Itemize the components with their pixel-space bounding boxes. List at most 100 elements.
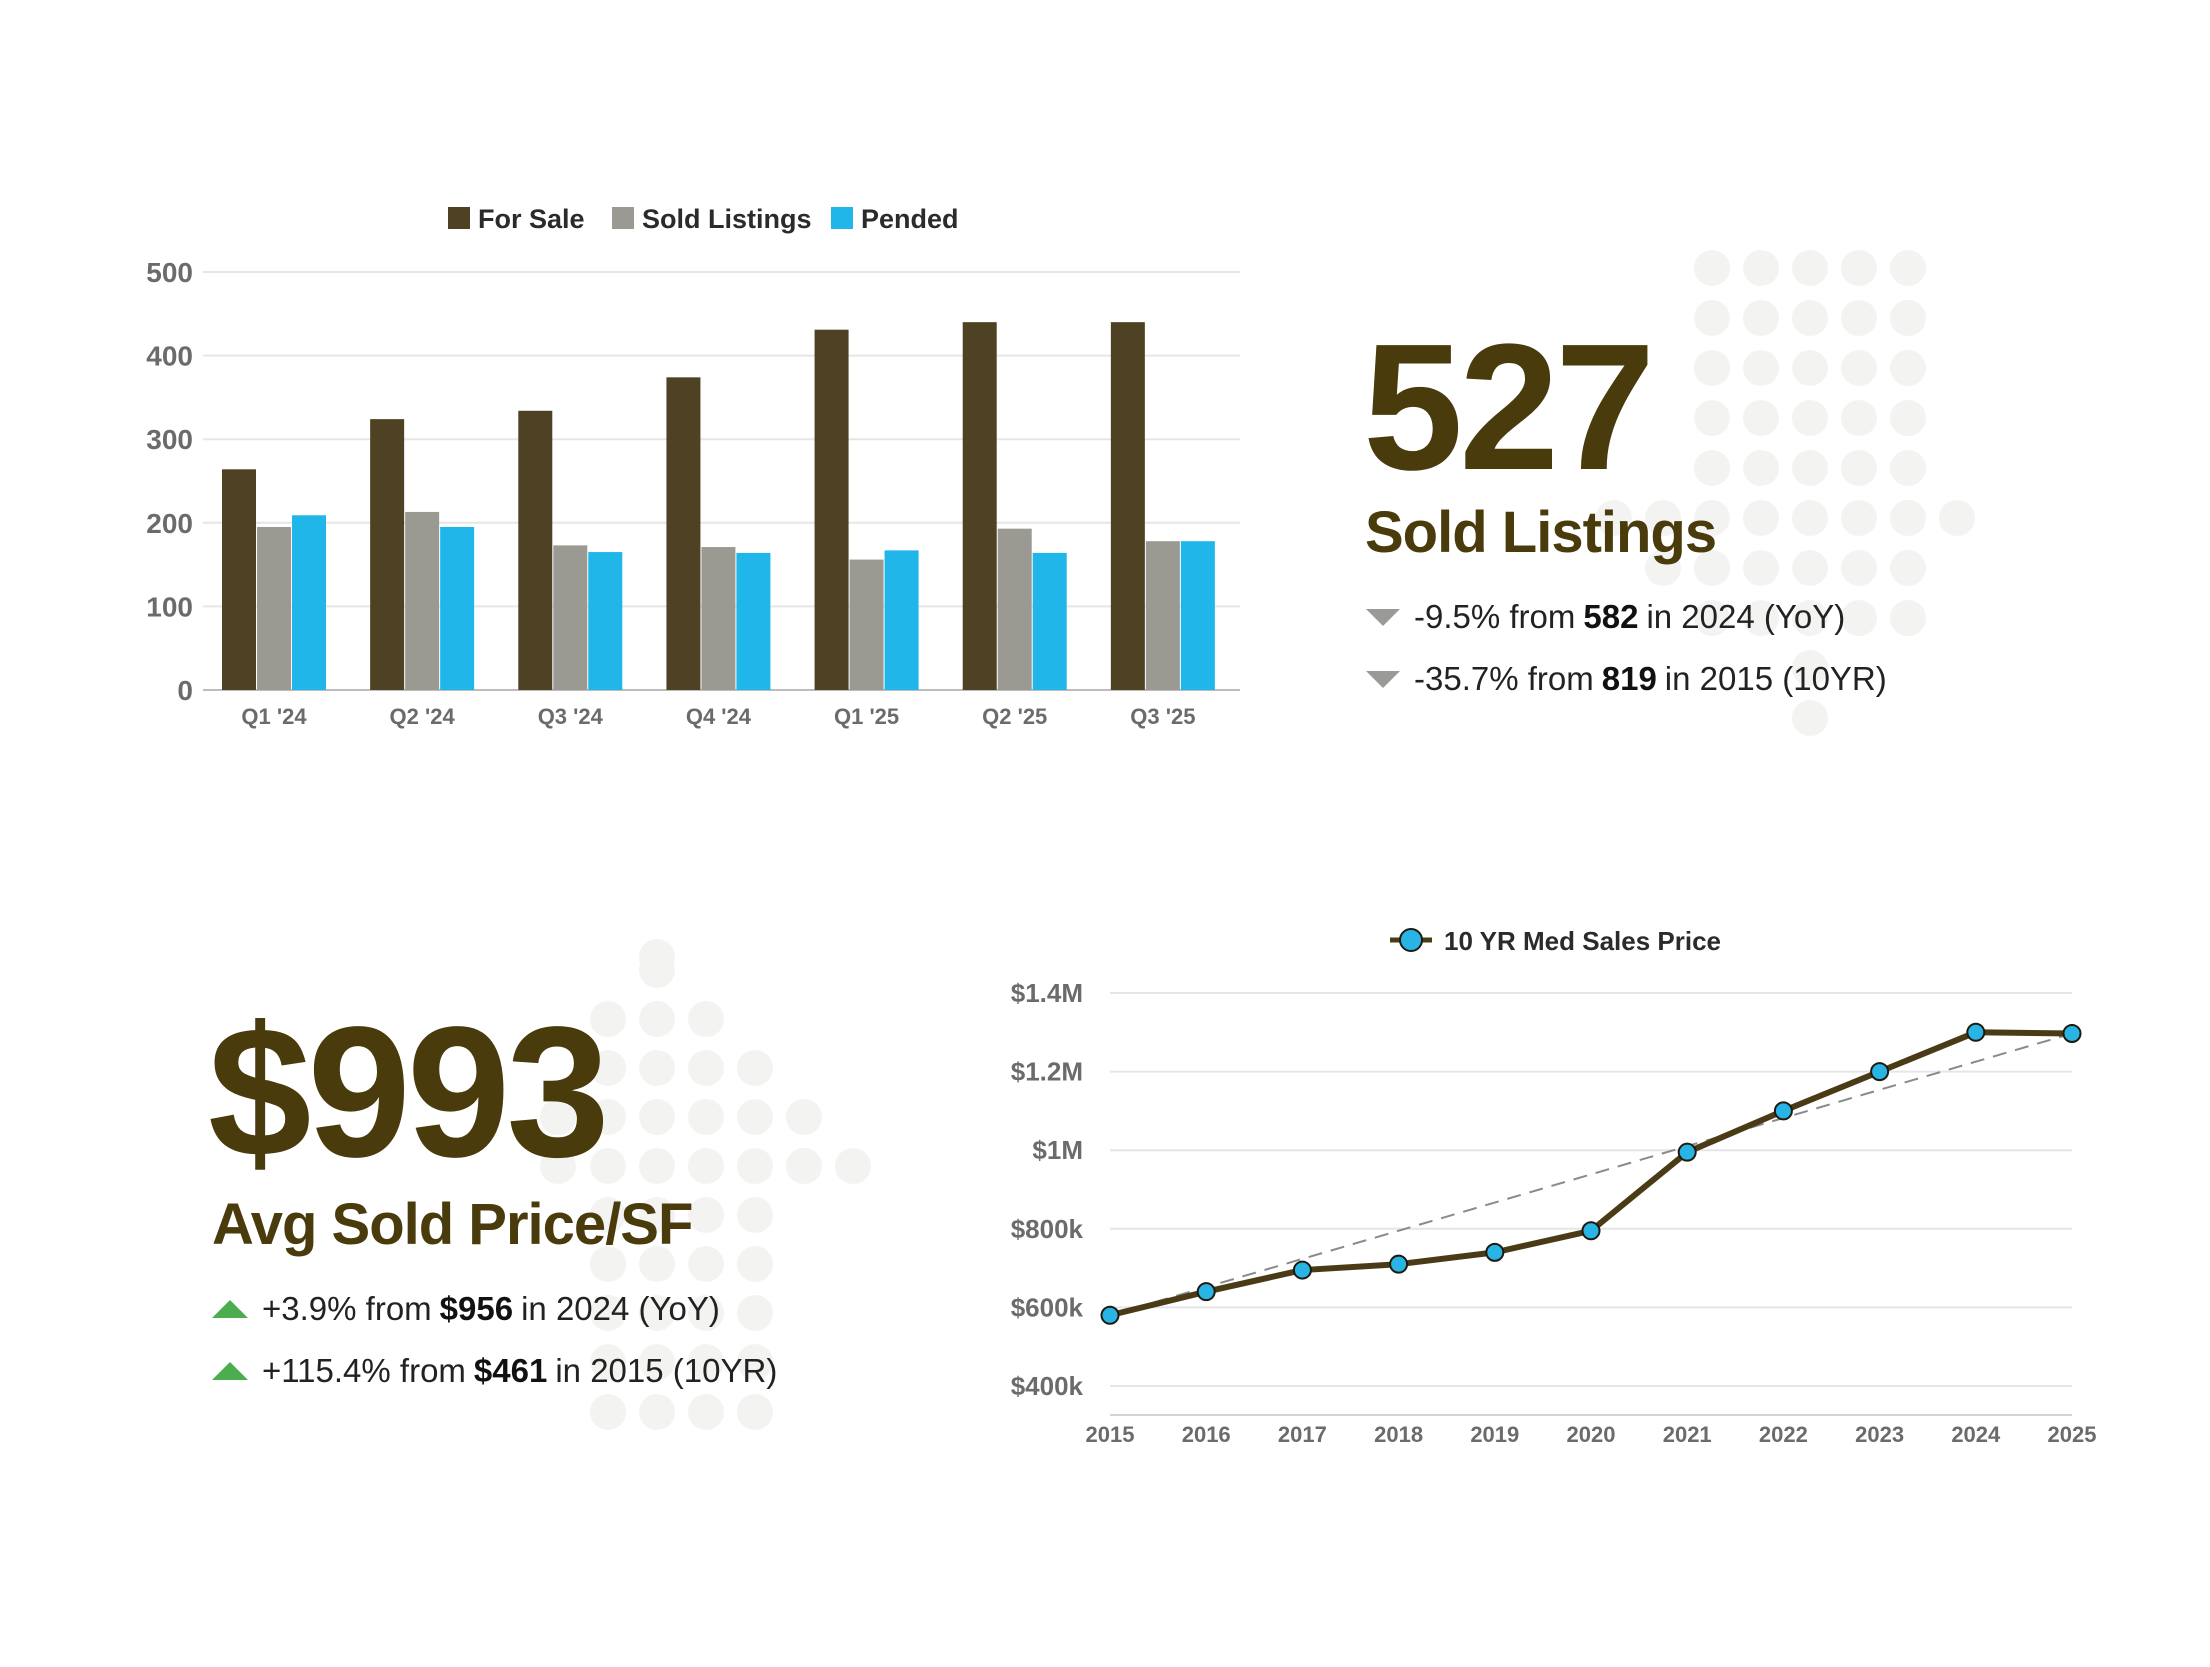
avg-price-label: Avg Sold Price/SF (212, 1192, 693, 1257)
decor-dot (1694, 300, 1730, 336)
decor-dot (1792, 700, 1828, 736)
bar-sold-listings (997, 528, 1032, 690)
line-x-tick-label: 2017 (1278, 1422, 1327, 1447)
decor-dot (688, 1246, 724, 1282)
decor-dot (737, 1394, 773, 1430)
bar-pended (736, 552, 771, 690)
decor-dot (590, 1344, 626, 1380)
decor-dot (737, 1050, 773, 1086)
decor-dot (1743, 550, 1779, 586)
line-x-tick-label: 2024 (1951, 1422, 2001, 1447)
line-y-tick-label: $1M (1032, 1135, 1083, 1165)
decor-dot (1694, 250, 1730, 286)
price-10yr-change: +115.4% from $461 in 2015 (10YR) (212, 1352, 777, 1390)
bar-sold-listings (405, 511, 440, 690)
bar-chart-legend: For Sale Sold Listings Pended (448, 204, 959, 234)
bar-chart-x-ticks: Q1 '24 Q2 '24 Q3 '24 Q4 '24 Q1 '25 Q2 '25 Q3 '… (241, 704, 1195, 729)
up-triangle-icon (212, 1300, 248, 1318)
legend-swatch (612, 207, 634, 229)
sold-yoy-prefix: -9.5% from (1414, 598, 1576, 635)
decor-dot (1743, 600, 1779, 636)
decor-dot (590, 1197, 626, 1233)
decor-dot (590, 1246, 626, 1282)
series-point (1196, 1282, 1216, 1302)
decor-dot (639, 1148, 675, 1184)
decor-dot (1694, 500, 1730, 536)
decor-dot (1743, 450, 1779, 486)
decor-dot (1743, 500, 1779, 536)
series-point (1966, 1022, 1986, 1042)
decor-dot (688, 1148, 724, 1184)
bar-x-tick-label: Q1 '24 (241, 704, 307, 729)
series-point (1292, 1260, 1312, 1280)
line-y-tick-label: $400k (1011, 1371, 1084, 1401)
price-yoy-prefix: +3.9% from (262, 1290, 432, 1327)
bar-for-sale (518, 410, 553, 690)
series-point (1773, 1101, 1793, 1121)
legend-label: For Sale (478, 204, 585, 234)
decor-dot (1694, 600, 1730, 636)
decor-dot (737, 1295, 773, 1331)
decor-dot (1792, 450, 1828, 486)
decor-dot (1890, 400, 1926, 436)
bar-sold-listings (701, 547, 736, 690)
bar-y-tick-label: 0 (177, 675, 193, 706)
sold-yoy-change: -9.5% from 582 in 2024 (YoY) (1366, 598, 1845, 636)
price-10yr-prefix: +115.4% from (262, 1352, 466, 1389)
bar-y-tick-label: 200 (146, 508, 193, 539)
bar-sold-listings (849, 559, 884, 690)
bar-for-sale (814, 329, 849, 690)
bar-x-tick-label: Q4 '24 (686, 704, 752, 729)
bar-x-tick-label: Q2 '25 (982, 704, 1047, 729)
decor-dot (688, 1394, 724, 1430)
line-chart-series (1100, 1022, 2082, 1325)
decor-dot (786, 1148, 822, 1184)
line-chart-y-ticks: $400k $600k $800k $1M $1.2M $1.4M (1011, 978, 1084, 1401)
legend-label: 10 YR Med Sales Price (1444, 926, 1721, 956)
series-point (1485, 1242, 1505, 1262)
bar-x-tick-label: Q3 '24 (538, 704, 604, 729)
decor-dot (639, 1394, 675, 1430)
series-point (2062, 1023, 2082, 1043)
bar-x-tick-label: Q3 '25 (1130, 704, 1195, 729)
series-point (1677, 1142, 1697, 1162)
decor-dot (1743, 400, 1779, 436)
line-x-tick-label: 2022 (1759, 1422, 1808, 1447)
series-point (1581, 1221, 1601, 1241)
bar-for-sale (1110, 322, 1145, 690)
bar-sold-listings (257, 526, 291, 690)
decor-dot (639, 1295, 675, 1331)
line-y-tick-label: $800k (1011, 1214, 1084, 1244)
sold-10yr-change: -35.7% from 819 in 2015 (10YR) (1366, 660, 1887, 698)
decor-dot (540, 1148, 576, 1184)
series-point (1100, 1305, 1120, 1325)
decor-dot (1890, 600, 1926, 636)
bar-chart-bars (222, 322, 1215, 690)
series-point (1389, 1254, 1409, 1274)
decor-dot (639, 1050, 675, 1086)
price-yoy-number: $956 (439, 1290, 514, 1327)
line-x-tick-label: 2015 (1086, 1422, 1135, 1447)
legend-label: Sold Listings (642, 204, 812, 234)
bar-for-sale (962, 322, 997, 690)
price-10yr-suffix: in 2015 (10YR) (555, 1352, 778, 1389)
decor-dot (737, 1148, 773, 1184)
sold-yoy-number: 582 (1583, 598, 1639, 635)
series-point (1870, 1062, 1890, 1082)
line-x-tick-label: 2018 (1374, 1422, 1423, 1447)
decor-dot (1596, 500, 1632, 536)
decor-dot (1743, 250, 1779, 286)
decor-dot (737, 1099, 773, 1135)
decor-dot (688, 1197, 724, 1233)
legend-marker-swatch (1399, 928, 1423, 952)
down-triangle-icon (1366, 670, 1400, 688)
line-x-tick-label: 2025 (2048, 1422, 2097, 1447)
bar-y-tick-label: 100 (146, 591, 193, 622)
decor-dot (737, 1246, 773, 1282)
decor-dot (590, 1099, 626, 1135)
decor-dot (639, 1099, 675, 1135)
decor-dot (688, 1099, 724, 1135)
price-yoy-change: +3.9% from $956 in 2024 (YoY) (212, 1290, 720, 1328)
line-y-tick-label: $1.2M (1011, 1057, 1083, 1087)
